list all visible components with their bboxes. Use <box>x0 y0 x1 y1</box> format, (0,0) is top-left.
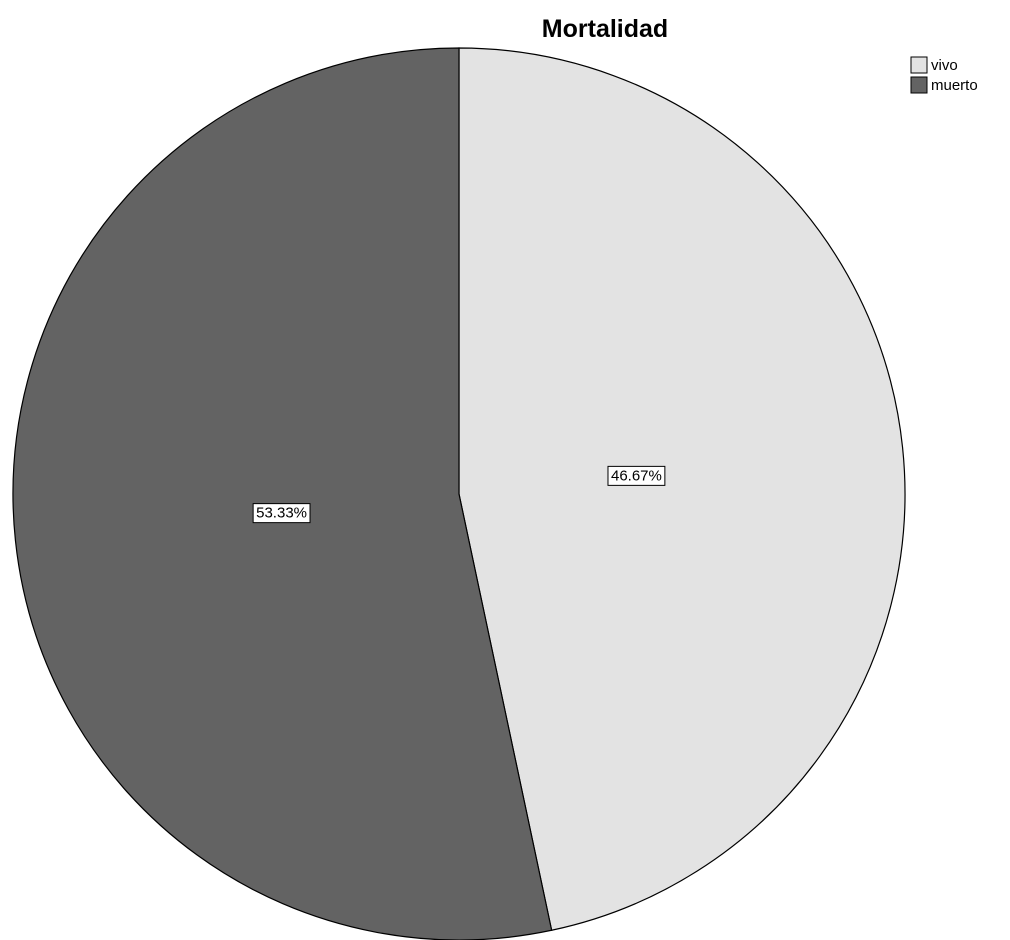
legend-swatch-muerto <box>910 76 928 94</box>
legend-entry-vivo: vivo <box>910 56 958 74</box>
slice-label-muerto: 53.33% <box>252 503 311 524</box>
legend: vivo muerto <box>910 56 978 94</box>
slice-label-box-vivo <box>607 465 666 486</box>
pie-slice-muerto <box>12 47 553 940</box>
pie-slice-vivo <box>458 47 906 931</box>
legend-label-vivo: vivo <box>931 57 958 74</box>
pie-slices <box>12 47 906 940</box>
chart-title: Mortalidad <box>542 15 668 43</box>
slice-labels: 46.67% 53.33% <box>252 465 666 524</box>
legend-swatch-vivo <box>910 56 928 74</box>
legend-entry-muerto: muerto <box>910 76 978 94</box>
slice-label-vivo: 46.67% <box>607 465 666 486</box>
slice-label-text-vivo: 46.67% <box>611 467 662 484</box>
slice-label-text-muerto: 53.33% <box>256 505 307 522</box>
slice-label-box-muerto <box>252 503 311 524</box>
legend-label-muerto: muerto <box>931 77 978 94</box>
